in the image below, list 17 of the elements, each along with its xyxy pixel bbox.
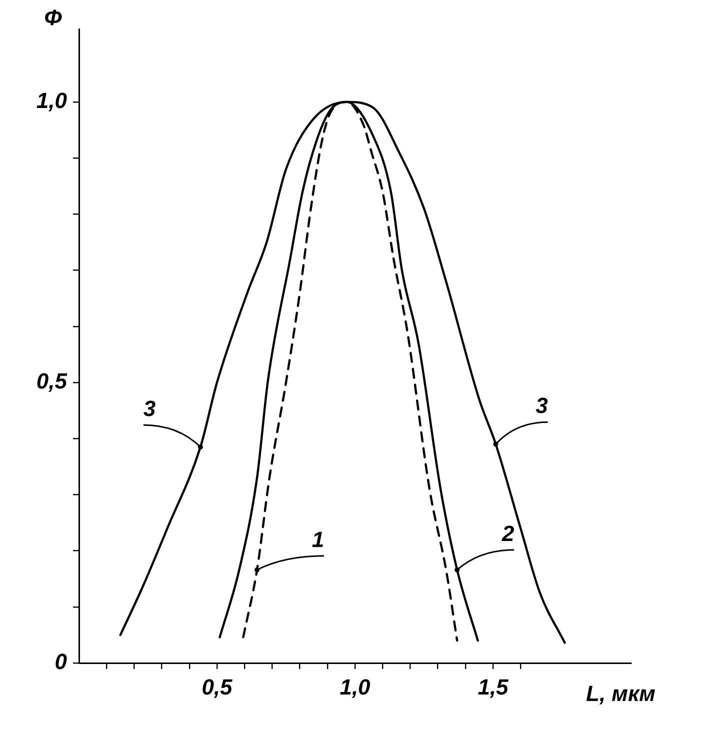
text: 3: [536, 393, 548, 418]
point: [493, 442, 498, 447]
point: [198, 444, 203, 450]
y-axis-title: Φ: [44, 5, 62, 30]
y-tick-label: 0: [54, 649, 68, 674]
x-tick-label: 0,5: [202, 674, 234, 700]
point: [254, 567, 260, 572]
point: [454, 567, 460, 572]
x-axis-title: L, мкм: [586, 681, 656, 706]
x-tick-label: 1,0: [340, 674, 372, 700]
text: 2: [500, 520, 515, 546]
x-tick-label: 1,5: [478, 674, 510, 700]
y-tick-label: 0,5: [36, 368, 68, 394]
y-tick-label: 1,0: [36, 88, 68, 113]
text: 3: [143, 396, 156, 422]
line-series: [119, 100, 566, 644]
text: 1: [312, 526, 324, 552]
